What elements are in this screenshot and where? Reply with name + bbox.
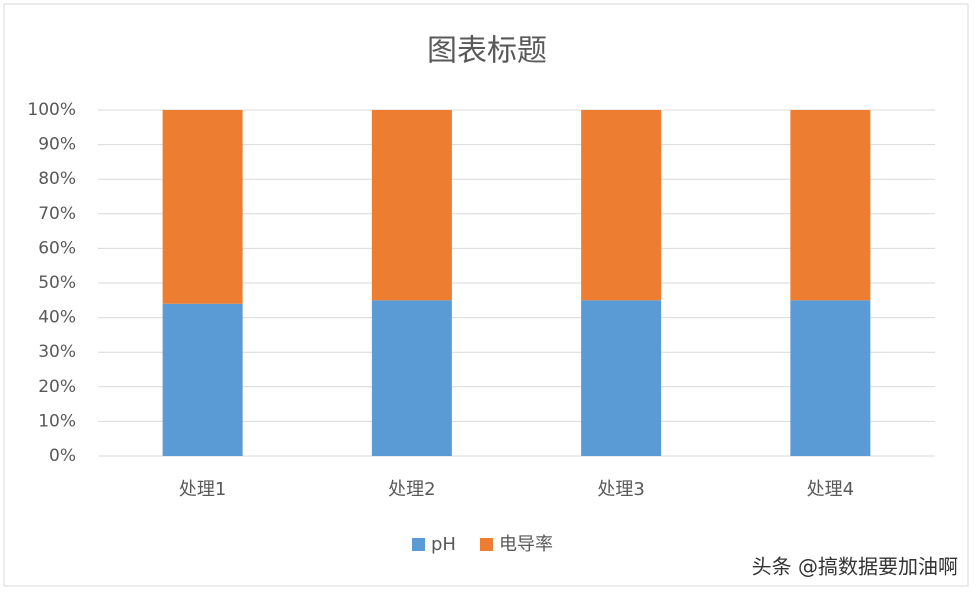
x-tick-label: 处理3 bbox=[597, 479, 644, 500]
y-tick-label: 20% bbox=[38, 377, 76, 397]
legend-swatch bbox=[479, 538, 493, 551]
bar-segment bbox=[371, 300, 452, 456]
bar-segment bbox=[162, 303, 243, 456]
y-tick-label: 0% bbox=[49, 446, 76, 466]
legend-label: 电导率 bbox=[499, 534, 553, 555]
y-tick-label: 80% bbox=[38, 169, 76, 189]
x-tick-label: 处理2 bbox=[388, 479, 435, 500]
x-tick-label: 处理4 bbox=[807, 479, 854, 500]
y-tick-label: 100% bbox=[27, 100, 76, 120]
y-tick-label: 40% bbox=[38, 308, 76, 328]
legend-swatch bbox=[412, 538, 425, 551]
x-tick-label: 处理1 bbox=[179, 479, 226, 500]
bar-segment bbox=[581, 110, 662, 301]
bar-segment bbox=[581, 300, 662, 456]
legend-label: pH bbox=[431, 534, 456, 555]
bar-segment bbox=[371, 110, 452, 301]
y-tick-label: 90% bbox=[38, 135, 76, 155]
bar-segment bbox=[790, 110, 871, 301]
y-tick-label: 60% bbox=[38, 238, 76, 258]
bar-segment bbox=[162, 110, 243, 304]
y-tick-label: 10% bbox=[38, 411, 76, 431]
chart-title: 图表标题 bbox=[427, 34, 547, 69]
bar-segment bbox=[790, 300, 871, 456]
y-tick-label: 50% bbox=[38, 273, 76, 293]
watermark: 头条 @搞数据要加油啊 bbox=[752, 555, 958, 579]
y-tick-label: 70% bbox=[38, 204, 76, 224]
y-tick-label: 30% bbox=[38, 342, 76, 362]
